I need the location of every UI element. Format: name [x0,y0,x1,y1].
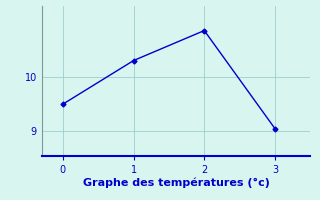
X-axis label: Graphe des températures (°c): Graphe des températures (°c) [83,178,269,188]
